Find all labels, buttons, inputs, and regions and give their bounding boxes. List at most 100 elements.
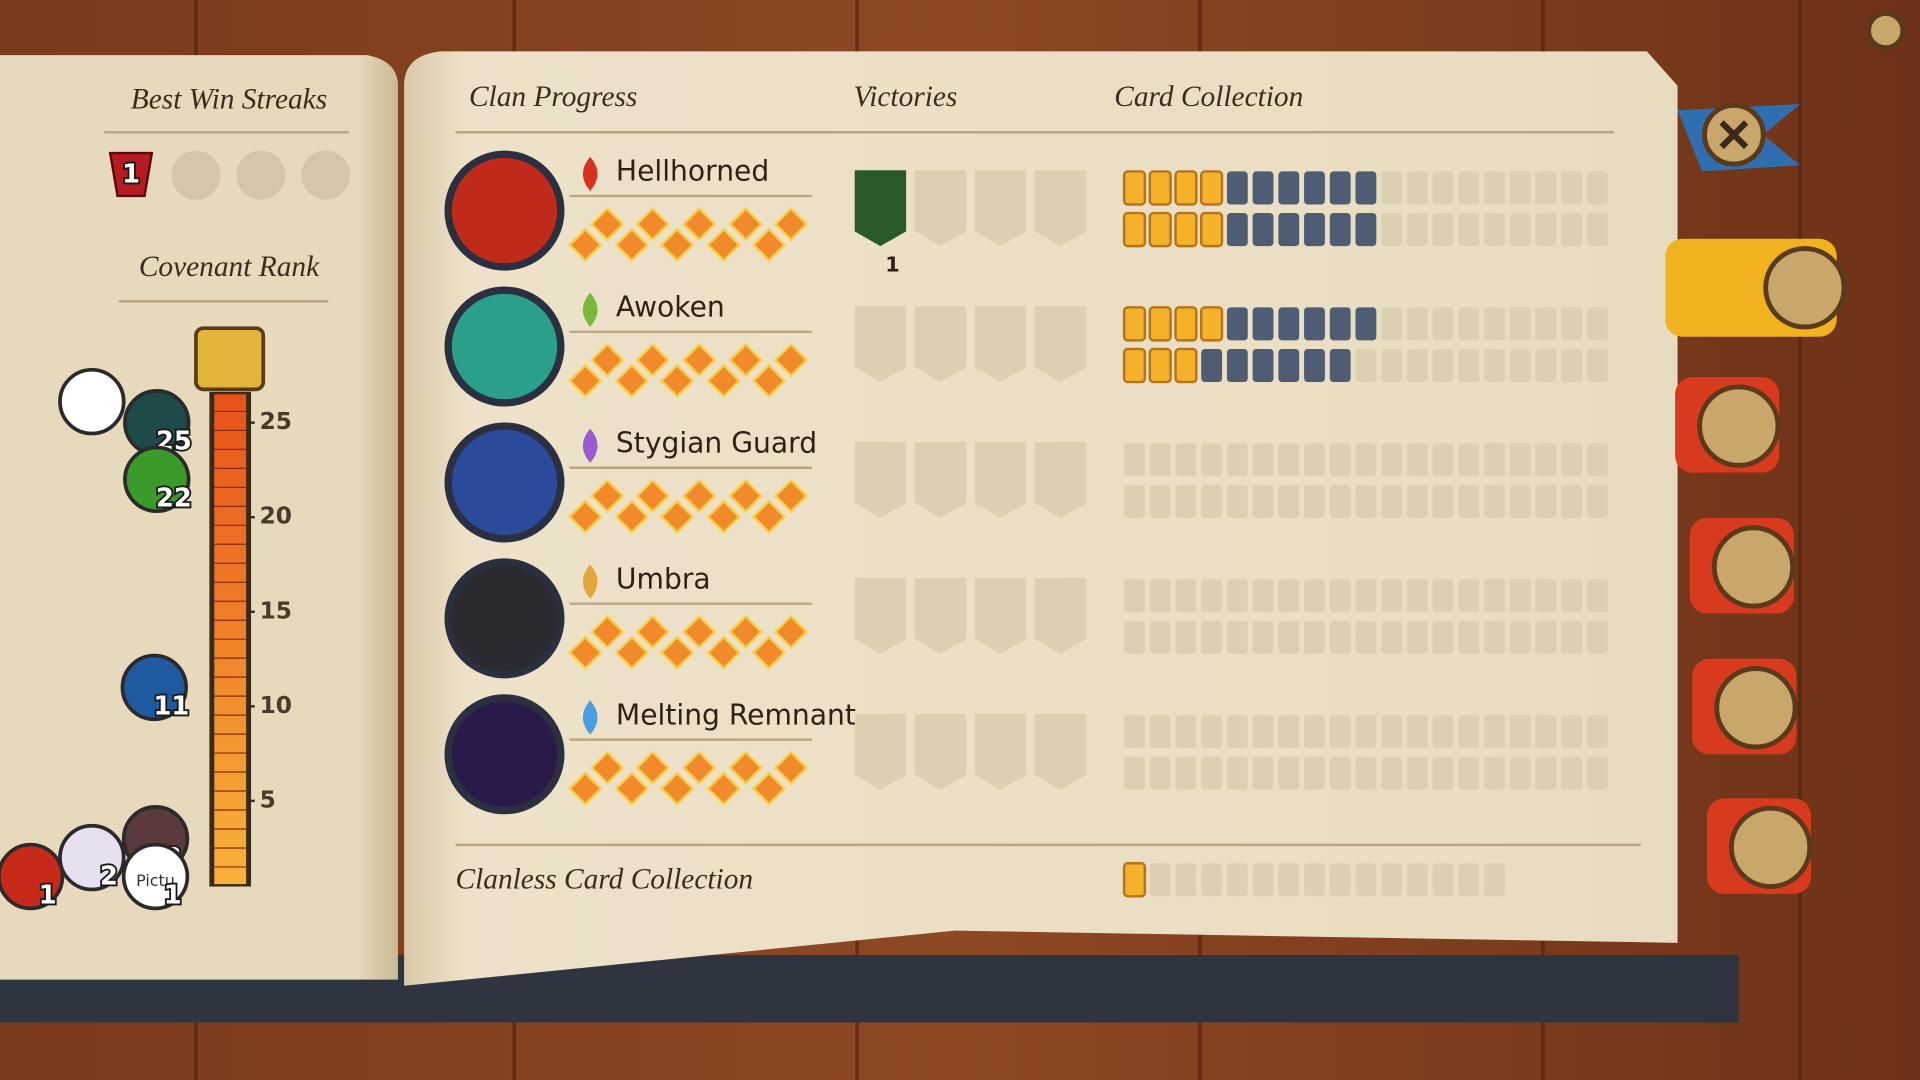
card-slot-empty [1406,484,1428,518]
card-slot-empty [1561,443,1583,477]
card-slot-empty [1561,715,1583,749]
card-slot-empty [1304,756,1325,790]
rank-diamond [567,227,603,263]
card-slot-empty [1561,213,1583,247]
rank-diamond [659,635,695,670]
card-slot-empty [1509,484,1531,518]
card-slot-empty [1509,715,1531,749]
card-slot-empty [1406,348,1428,383]
card-slot-owned [1252,171,1274,205]
rank-diamond [659,771,695,806]
settings-button[interactable] [1866,11,1906,51]
avatar-text: Pictu [136,871,175,890]
card-slot-empty [1561,307,1583,341]
rank-avatar [120,653,188,722]
card-slot-empty [1484,620,1505,654]
rank-avatar-value: 22 [156,483,192,513]
card-slot-empty [1509,756,1531,790]
card-slot-empty [1226,484,1248,518]
rank-diamond [681,206,717,242]
clan-portrait [444,558,565,679]
victory-banner [1034,306,1087,383]
card-slot-empty [1304,443,1325,477]
card-slot-owned [1355,171,1377,205]
card-slot-gold [1148,211,1172,248]
card-slot-empty [1406,213,1428,247]
victory-banner [974,442,1027,518]
rank-diamond [706,227,741,263]
clan-portrait [444,150,565,271]
rank-diamond [635,342,670,378]
rank-diamond [567,771,603,806]
card-slot-empty [1304,715,1325,749]
card-slot-empty [1509,171,1531,205]
card-slot-empty [1252,863,1274,897]
card-slot-empty [1252,715,1274,749]
card-slot-empty [1381,443,1403,477]
card-slot-empty [1458,756,1480,790]
victory-banner [1034,713,1087,790]
card-slot-empty [1149,756,1171,790]
card-slot-empty [1149,484,1171,518]
card-slot-empty [1124,620,1145,654]
card-slot-empty [1149,443,1171,477]
card-slot-empty [1175,756,1197,790]
card-slot-empty [1509,443,1531,477]
rank-avatar [121,842,190,911]
card-slot-empty [1329,443,1351,477]
victory-banner [854,577,907,654]
card-slot-gold [1122,306,1147,342]
tab-button[interactable] [1728,805,1813,889]
card-slot-empty [1175,484,1197,518]
clan-icon [582,700,598,735]
rank-diamond [635,750,670,786]
rank-diamond [590,614,625,650]
card-slot-gold [1148,347,1172,384]
tab-button[interactable] [1714,666,1798,750]
tab-button[interactable] [1763,246,1847,330]
rank-diamond [567,499,603,535]
rank-diamond [751,227,787,263]
card-slot-empty [1484,348,1505,383]
card-slot-empty [1252,756,1274,790]
card-slot-empty [1406,715,1428,749]
clan-portrait [444,694,565,815]
clan-portrait [444,422,565,543]
card-slot-empty [1124,443,1145,477]
victory-banner [1034,577,1087,654]
rank-tick-label: 15 [260,597,292,624]
rank-diamond [614,635,650,670]
card-slot-empty [1278,863,1300,897]
card-slot-empty [1406,756,1428,790]
card-slot-empty [1535,620,1557,654]
card-slot-empty [1355,348,1377,383]
card-slot-empty [1252,620,1274,654]
tab-button[interactable] [1711,525,1796,609]
card-slot-empty [1355,620,1377,654]
card-slot-empty [1355,579,1377,613]
tab-button[interactable] [1697,384,1781,468]
victory-banner [974,170,1027,247]
card-slot-gold [1174,170,1198,206]
rank-avatar-value: 11 [154,691,190,721]
rank-diamond [751,635,787,670]
player-avatar [58,367,126,436]
card-slot-empty [1458,443,1480,477]
victory-banner [914,577,967,654]
card-slot-owned [1226,171,1248,205]
rank-diamond [728,206,764,242]
victory-banner [1034,170,1087,247]
card-slot-empty [1381,484,1403,518]
rank-diamond [728,342,764,378]
card-slot-gold [1122,170,1147,206]
left-page [0,55,398,980]
card-slot-owned [1329,348,1351,383]
card-slot-empty [1381,579,1403,613]
clan-portrait [444,286,565,407]
card-slot-empty [1458,863,1480,897]
rank-diamond [773,750,809,786]
rank-diamond [728,614,764,650]
card-slot-empty [1329,756,1351,790]
card-slot-empty [1304,484,1325,518]
card-slot-owned [1329,213,1351,247]
